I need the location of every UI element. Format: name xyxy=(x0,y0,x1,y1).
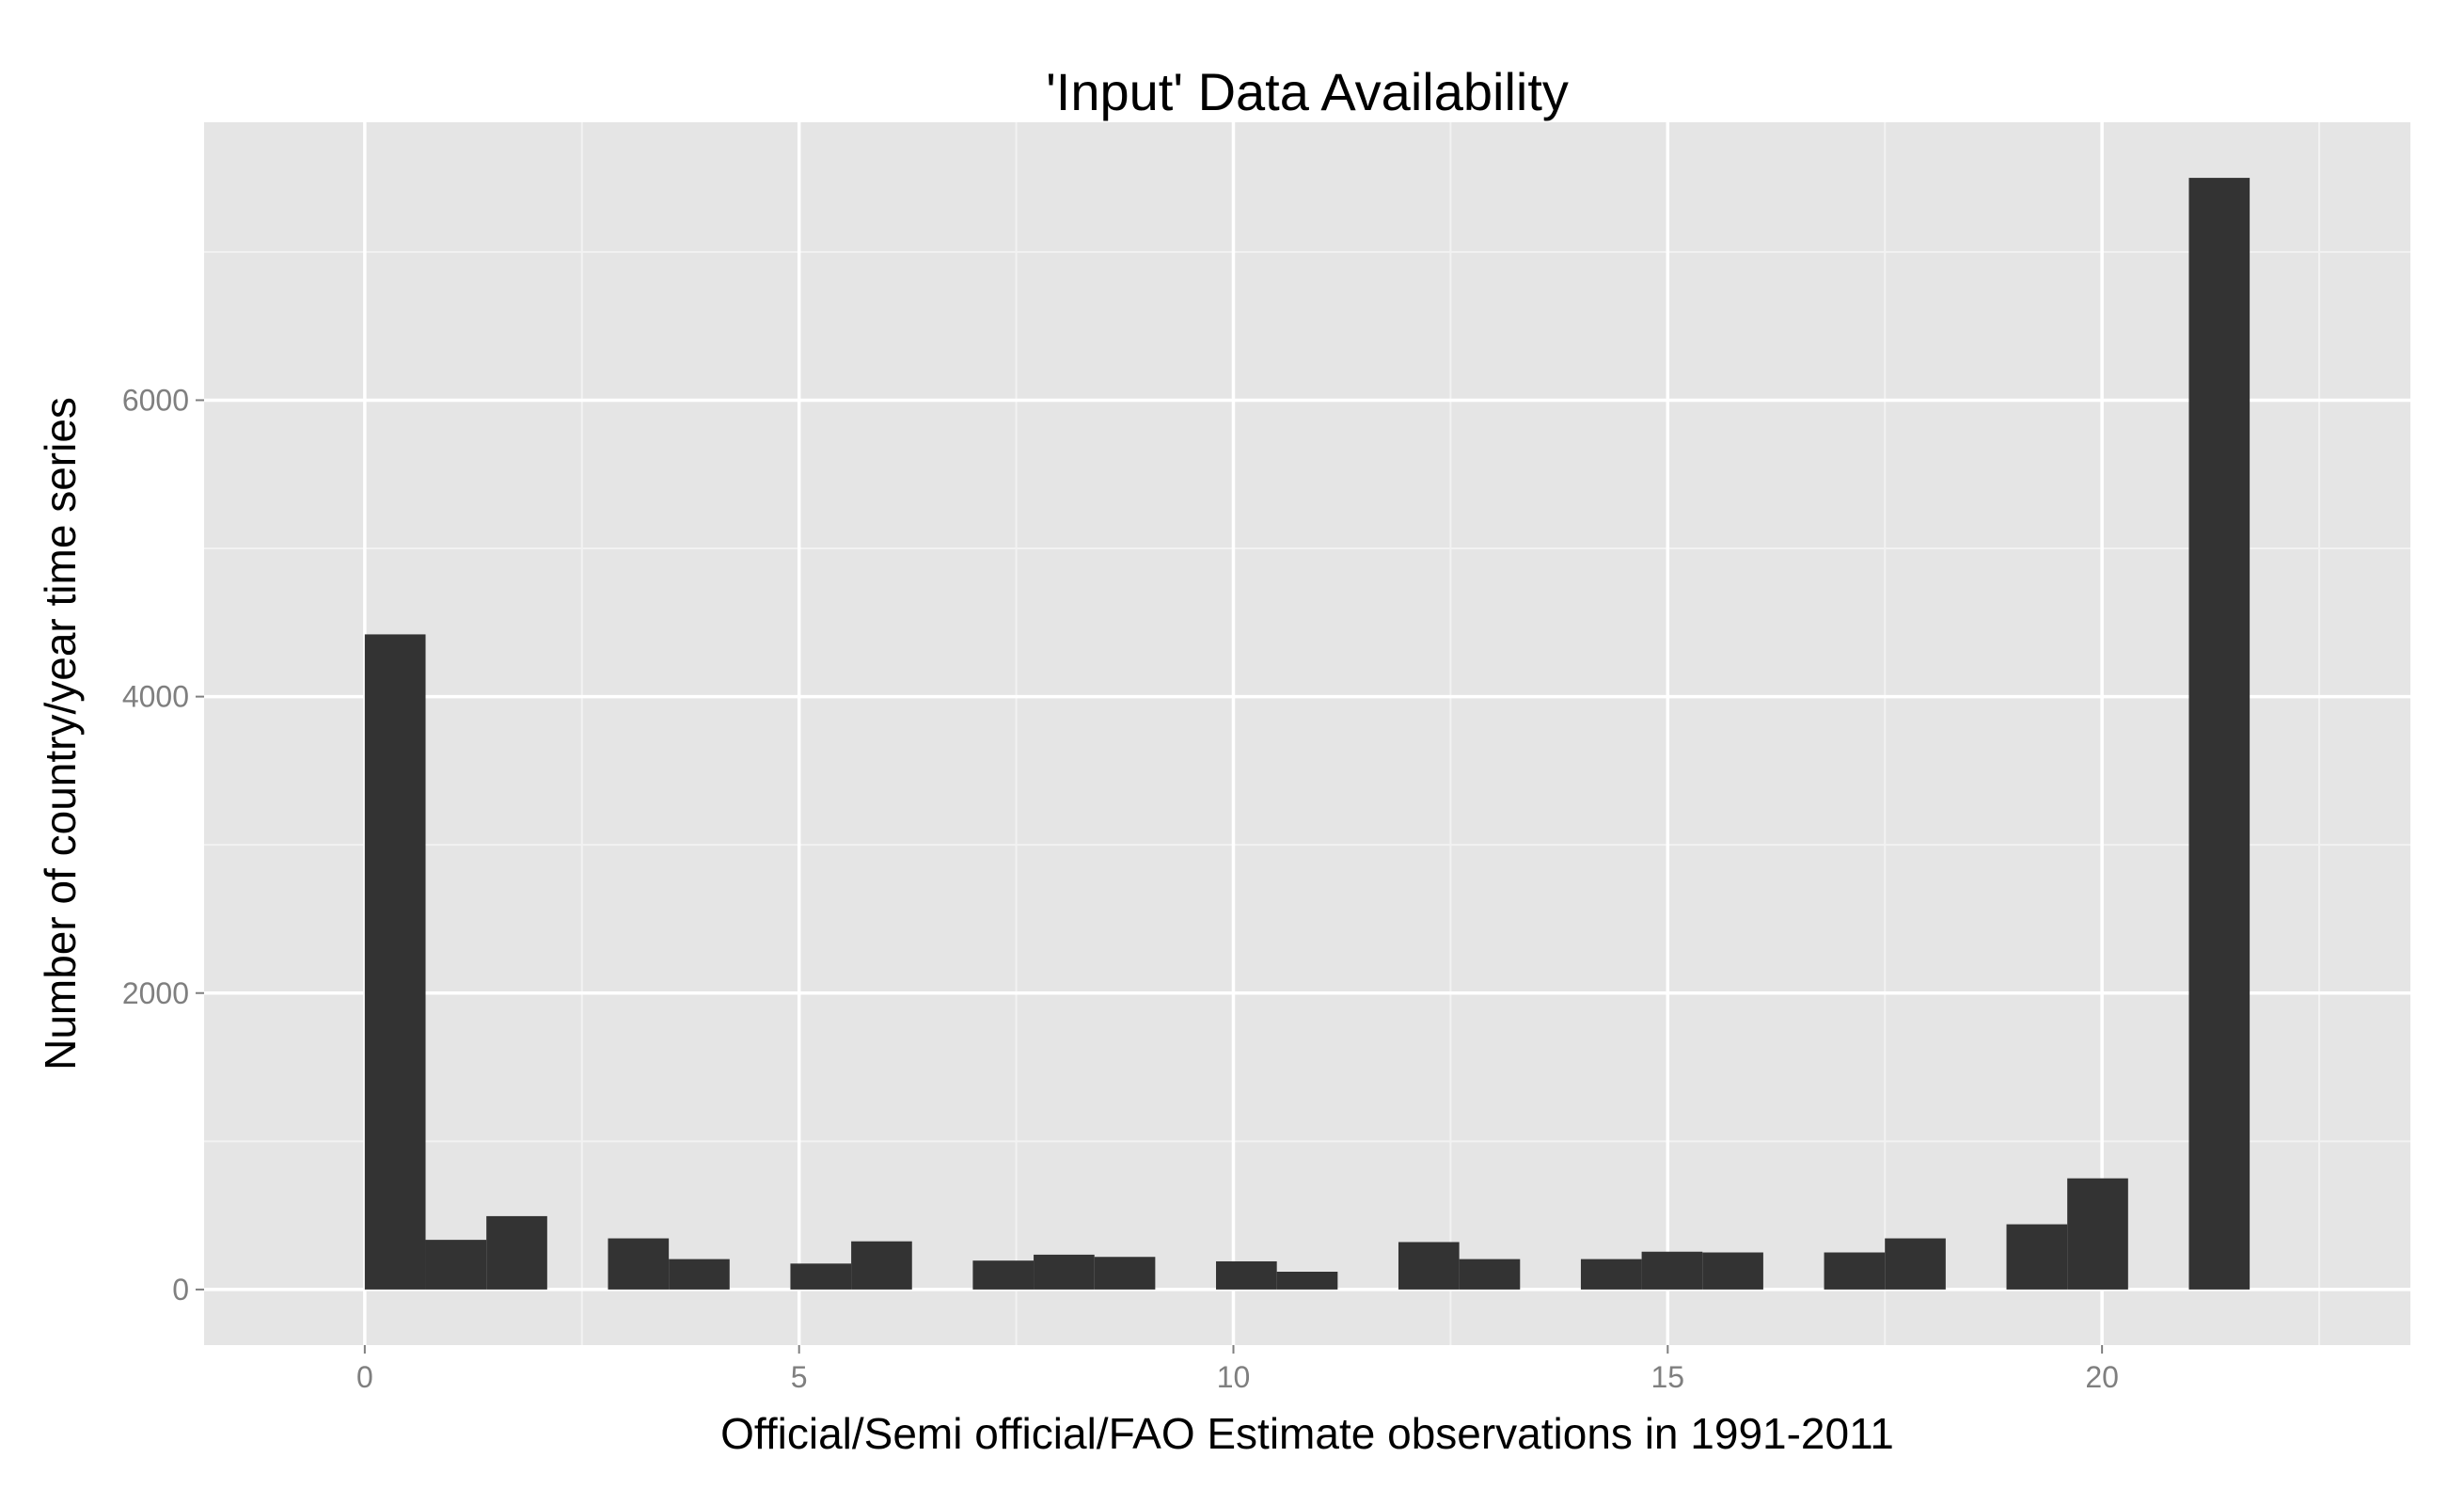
histogram-bar xyxy=(1398,1242,1460,1290)
minor-gridlines xyxy=(204,122,2410,1345)
histogram-bar xyxy=(1824,1252,1886,1290)
histogram-bar xyxy=(1459,1259,1521,1290)
histogram-bar xyxy=(972,1260,1035,1290)
x-tick-label: 5 xyxy=(791,1360,808,1394)
histogram-bar xyxy=(669,1259,730,1290)
histogram-bar xyxy=(1216,1260,1277,1290)
histogram-bar xyxy=(2006,1224,2068,1290)
x-axis-ticks: 0 5 10 15 20 xyxy=(356,1345,2119,1394)
histogram-bar xyxy=(2188,178,2251,1290)
y-axis-ticks: 0 2000 4000 6000 xyxy=(122,383,204,1307)
y-tick-label: 4000 xyxy=(122,680,189,714)
x-tick-label: 20 xyxy=(2085,1360,2119,1394)
x-tick-label: 0 xyxy=(356,1360,373,1394)
y-tick-label: 2000 xyxy=(122,976,189,1010)
histogram-bar xyxy=(1702,1252,1763,1290)
histogram-bar xyxy=(790,1263,852,1290)
x-tick-label: 15 xyxy=(1651,1360,1685,1394)
histogram-bars xyxy=(364,178,2251,1290)
histogram-bar xyxy=(851,1241,912,1290)
histogram-bar xyxy=(1580,1259,1642,1290)
histogram-bar xyxy=(486,1215,547,1290)
plot-panel xyxy=(204,122,2410,1345)
histogram-bar xyxy=(1641,1251,1703,1290)
histogram-bar xyxy=(2067,1178,2128,1290)
histogram-bar xyxy=(1034,1254,1095,1290)
x-tick-label: 10 xyxy=(1217,1360,1251,1394)
histogram-bar xyxy=(364,634,426,1290)
y-tick-label: 6000 xyxy=(122,383,189,417)
histogram-bar xyxy=(1276,1272,1338,1290)
chart-title: 'Input' Data Availability xyxy=(1046,62,1569,121)
histogram-bar xyxy=(425,1240,487,1290)
histogram-bar xyxy=(1094,1257,1156,1290)
y-tick-label: 0 xyxy=(172,1273,189,1307)
histogram-bar xyxy=(608,1238,670,1290)
x-axis-title: Official/Semi official/FAO Estimate obse… xyxy=(720,1409,1894,1458)
histogram-bar xyxy=(1885,1238,1946,1290)
y-axis-title: Number of country/year time series xyxy=(36,397,85,1070)
